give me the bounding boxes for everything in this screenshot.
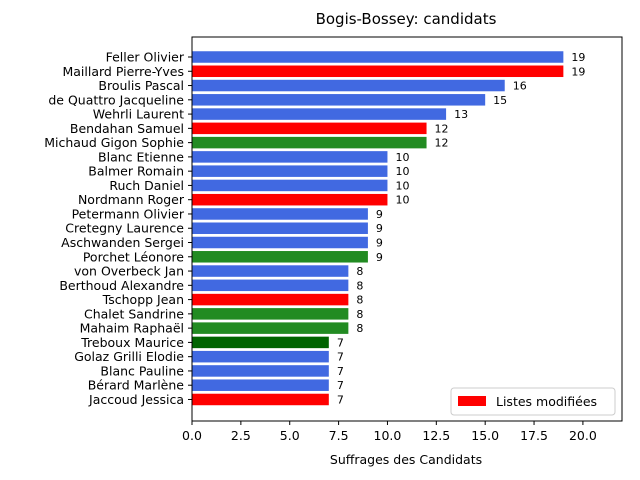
data-label: 7 (337, 379, 344, 392)
category-label: Mahaim Raphaël (80, 321, 184, 336)
data-label: 9 (376, 251, 383, 264)
data-label: 16 (513, 80, 527, 93)
bar (192, 379, 329, 391)
data-label: 7 (337, 393, 344, 406)
data-label: 10 (395, 151, 409, 164)
x-tick-label: 15.0 (471, 428, 499, 443)
bar (192, 279, 349, 292)
legend[interactable]: Listes modifiées (450, 387, 616, 416)
data-label: 8 (356, 279, 363, 292)
category-label: Feller Olivier (106, 50, 185, 65)
bar (192, 79, 505, 92)
x-tick-label: 17.5 (520, 428, 548, 443)
data-label: 9 (376, 237, 383, 250)
x-tick-label: 20.0 (569, 428, 597, 443)
data-label: 7 (337, 365, 344, 378)
bar (192, 122, 427, 135)
category-label: Golaz Grilli Elodie (74, 349, 184, 364)
bar (192, 165, 388, 177)
category-label: Balmer Romain (88, 164, 184, 179)
bar (192, 136, 427, 149)
plot-frame (191, 36, 623, 422)
bar (192, 336, 329, 349)
category-label: Blanc Pauline (100, 363, 184, 378)
x-tick-label: 5.0 (280, 428, 300, 443)
bar (192, 208, 368, 220)
data-label: 12 (435, 137, 449, 150)
data-label: 7 (337, 351, 344, 364)
category-label: Broulis Pascal (98, 78, 184, 93)
category-label: Blanc Etienne (98, 149, 184, 164)
data-label: 9 (376, 208, 383, 221)
data-label: 8 (356, 322, 363, 335)
data-label: 19 (571, 65, 585, 78)
data-label: 10 (395, 179, 409, 192)
x-tick-label: 7.5 (329, 428, 349, 443)
data-label: 19 (571, 51, 585, 64)
category-label: de Quattro Jacqueline (48, 92, 184, 107)
bars-group (192, 51, 564, 406)
data-label: 8 (356, 308, 363, 321)
category-label: Chalet Sandrine (84, 306, 184, 321)
data-label: 10 (395, 165, 409, 178)
category-label: Bendahan Samuel (70, 121, 184, 136)
category-label: Ruch Daniel (109, 178, 184, 193)
bar (192, 308, 349, 320)
legend-label: Listes modifiées (496, 394, 597, 409)
data-label: 9 (376, 222, 383, 235)
x-tick-label: 0.0 (182, 428, 202, 443)
category-label: Aschwanden Sergei (61, 235, 184, 250)
bar (192, 322, 349, 334)
bar (192, 393, 329, 406)
x-tick-label: 12.5 (422, 428, 450, 443)
bar (192, 108, 447, 120)
category-label: Porchet Léonore (83, 249, 184, 264)
bar (192, 179, 388, 192)
bar (192, 193, 388, 206)
category-label: Treboux Maurice (80, 335, 184, 350)
x-axis-label: Suffrages des Candidats (330, 452, 482, 467)
category-label: Tschopp Jean (102, 292, 184, 307)
category-label: Michaud Gigon Sophie (44, 135, 184, 150)
bar (192, 350, 329, 363)
bar (192, 293, 349, 306)
category-label: Bérard Marlène (88, 378, 185, 393)
bar (192, 51, 564, 63)
x-ticks: 0.0 2.5 5.0 7.5 10.0 12.5 15.0 17.5 20.0 (182, 421, 597, 443)
bar (192, 251, 368, 263)
bar (192, 265, 349, 277)
x-tick-label: 2.5 (231, 428, 251, 443)
legend-box (450, 387, 616, 416)
data-label: 15 (493, 94, 507, 107)
bar (192, 94, 486, 106)
x-tick-label: 10.0 (374, 428, 402, 443)
category-label: Nordmann Roger (78, 192, 185, 207)
category-label: Maillard Pierre-Yves (62, 64, 184, 79)
bar (192, 365, 329, 377)
category-label: Petermann Olivier (72, 206, 185, 221)
bar (192, 222, 368, 234)
category-label: Berthoud Alexandre (59, 278, 184, 293)
data-label: 10 (395, 194, 409, 207)
bar (192, 236, 368, 249)
bar (192, 151, 388, 163)
category-label: Jaccoud Jessica (88, 392, 184, 407)
data-label: 8 (356, 294, 363, 307)
data-label: 12 (435, 122, 449, 135)
category-label: Wehrli Laurent (93, 107, 184, 122)
bar (192, 65, 564, 78)
category-label: von Overbeck Jan (74, 264, 184, 279)
data-label: 7 (337, 336, 344, 349)
chart-title: Bogis-Bossey: candidats (316, 10, 497, 28)
category-label: Cretegny Laurence (65, 221, 184, 236)
legend-swatch (458, 396, 486, 406)
data-label: 8 (356, 265, 363, 278)
data-label: 13 (454, 108, 468, 121)
